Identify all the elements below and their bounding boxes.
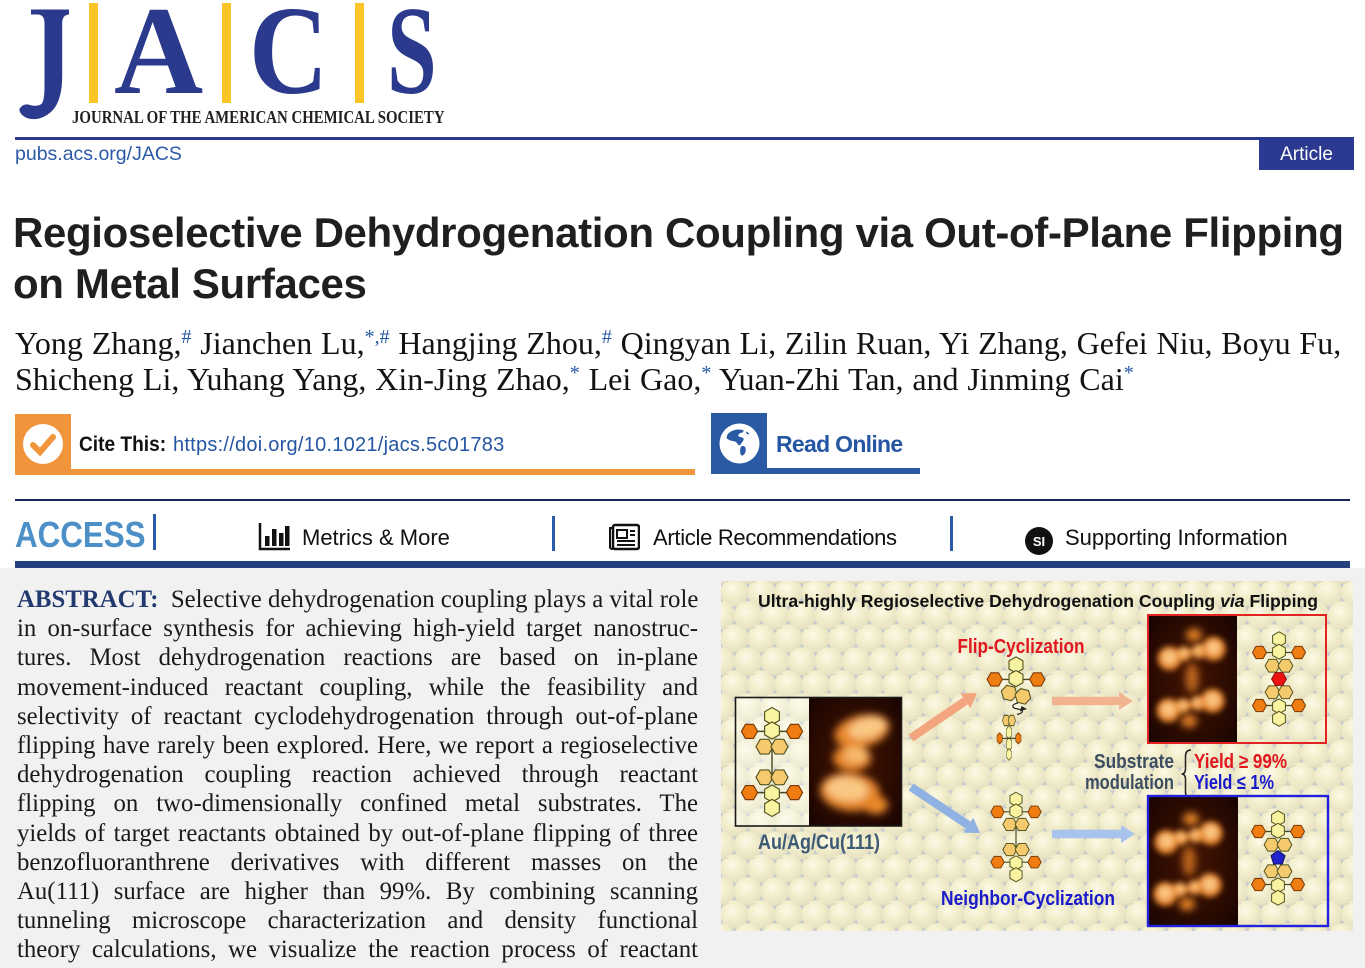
svg-text:Flip-Cyclization: Flip-Cyclization xyxy=(958,636,1085,658)
svg-text:Au/Ag/Cu(111): Au/Ag/Cu(111) xyxy=(758,831,880,854)
svg-text:modulation: modulation xyxy=(1085,772,1174,794)
svg-text:Neighbor-Cyclization: Neighbor-Cyclization xyxy=(941,888,1115,910)
svg-text:SI: SI xyxy=(1033,534,1045,549)
svg-text:Yield ≤ 1%: Yield ≤ 1% xyxy=(1194,772,1274,794)
svg-text:Yield ≥ 99%: Yield ≥ 99% xyxy=(1194,751,1287,773)
svg-text:Substrate: Substrate xyxy=(1094,751,1174,773)
svg-text:Ultra-highly Regioselective De: Ultra-highly Regioselective Dehydrogenat… xyxy=(758,591,1318,611)
